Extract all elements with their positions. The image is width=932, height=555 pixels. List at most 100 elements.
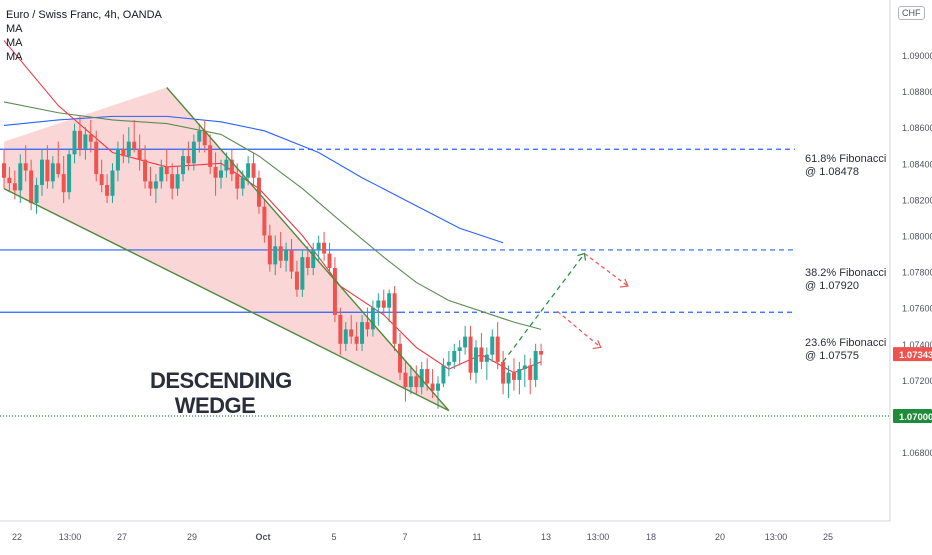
- candle-body: [45, 159, 50, 182]
- x-tick-label: 7: [402, 532, 407, 542]
- x-tick-label: 13:00: [765, 532, 788, 542]
- fib-label-value: @ 1.08478: [805, 166, 859, 178]
- candle-body: [322, 242, 327, 254]
- wedge-lines: [3, 87, 450, 412]
- y-tick-label: 1.07600: [902, 304, 932, 314]
- candle-body: [18, 163, 23, 191]
- candle-body: [539, 351, 544, 355]
- candle-body: [343, 329, 348, 344]
- candle-body: [262, 206, 267, 236]
- x-tick-label: 13:00: [59, 532, 82, 542]
- candle-body: [99, 174, 104, 185]
- candle-body: [213, 166, 218, 178]
- wedge-fill: [4, 87, 449, 411]
- candle-body: [436, 383, 440, 391]
- candle-body: [219, 170, 223, 178]
- candle-body: [197, 130, 202, 142]
- projection-down-2: [556, 310, 602, 348]
- candle-body: [495, 336, 500, 362]
- candle-body: [251, 163, 256, 178]
- x-tick-label: 18: [646, 532, 656, 542]
- candle-body: [12, 183, 17, 191]
- candle-body: [202, 130, 207, 146]
- candle-body: [77, 130, 82, 149]
- candle-body: [148, 181, 153, 189]
- candle-body: [414, 376, 419, 388]
- x-tick-label: 25: [823, 532, 833, 542]
- y-tick-label: 1.08400: [902, 159, 932, 169]
- candle-body: [126, 141, 131, 157]
- candle-body: [305, 257, 310, 268]
- candle-body: [88, 134, 93, 142]
- fib-label-name: 61.8% Fibonacci: [805, 153, 887, 165]
- fib-label-61-8: 61.8% Fibonacci @ 1.08478: [805, 153, 886, 179]
- candle-body: [338, 314, 343, 344]
- candle-body: [121, 148, 126, 157]
- y-tick-label: 1.09000: [902, 51, 932, 61]
- wedge-upper-line: [166, 87, 450, 412]
- candle-body: [175, 174, 180, 189]
- y-tick-label: 1.08800: [902, 87, 932, 97]
- candle-body: [457, 347, 462, 352]
- x-tick-label: 20: [715, 532, 725, 542]
- chart-legend: Euro / Swiss Franc, 4h, OANDA MA MA MA: [6, 8, 162, 64]
- candle-body: [452, 351, 457, 362]
- candle-body: [143, 159, 148, 182]
- candle-body: [7, 177, 12, 184]
- legend-ma-3[interactable]: MA: [6, 51, 23, 63]
- legend-title: Euro / Swiss Franc, 4h, OANDA: [6, 9, 162, 21]
- fib-label-name: 38.2% Fibonacci: [805, 267, 887, 279]
- x-tick-label: 29: [187, 532, 197, 542]
- x-tick-label: 5: [331, 532, 336, 542]
- support-price-badge: 1.07000: [899, 412, 932, 423]
- candle-body: [294, 271, 299, 290]
- candle-body: [365, 322, 370, 330]
- candle-body: [83, 134, 88, 149]
- candle-body: [267, 235, 272, 265]
- legend-ma-2[interactable]: MA: [6, 37, 23, 49]
- candle-body: [229, 159, 234, 175]
- candle-body: [94, 141, 99, 175]
- candle-body: [164, 166, 169, 175]
- candle-body: [72, 130, 77, 155]
- candle-body: [240, 177, 245, 189]
- candle-body: [23, 163, 28, 171]
- fib-label-38-2: 38.2% Fibonacci @ 1.07920: [805, 267, 886, 293]
- candle-body: [191, 141, 196, 164]
- candle-body: [153, 181, 158, 189]
- candle-body: [278, 246, 283, 261]
- candle-body: [284, 249, 289, 261]
- x-tick-label: 13: [541, 532, 551, 542]
- candle-body: [61, 174, 66, 193]
- candle-body: [311, 249, 316, 268]
- currency-badge[interactable]: CHF: [898, 6, 925, 20]
- candles: [2, 116, 544, 409]
- candle-body: [370, 307, 375, 330]
- projection-down-1: [584, 253, 629, 287]
- projection-down-arrowhead-2: [592, 340, 602, 350]
- candle-body: [446, 361, 451, 366]
- legend-ma-1[interactable]: MA: [6, 23, 23, 35]
- candle-body: [29, 170, 34, 204]
- candle-body: [376, 300, 381, 308]
- candle-body: [398, 343, 403, 373]
- y-tick-label: 1.07800: [902, 268, 932, 278]
- candle-body: [533, 351, 538, 380]
- candle-body: [511, 372, 516, 380]
- fib-label-name: 23.6% Fibonacci: [805, 337, 887, 349]
- candle-body: [39, 159, 44, 185]
- candle-body: [246, 163, 251, 178]
- candle-body: [501, 361, 506, 384]
- candle-body: [468, 336, 473, 373]
- candle-body: [316, 242, 321, 250]
- candle-body: [517, 369, 522, 380]
- support-price-badge-bg: [893, 409, 932, 423]
- x-tick-label: Oct: [255, 532, 270, 542]
- candle-body: [332, 267, 337, 315]
- candle-body: [484, 354, 489, 362]
- wedge-area: [4, 87, 449, 411]
- ma-mid-line: [3, 101, 542, 330]
- x-tick-label: 11: [472, 532, 481, 542]
